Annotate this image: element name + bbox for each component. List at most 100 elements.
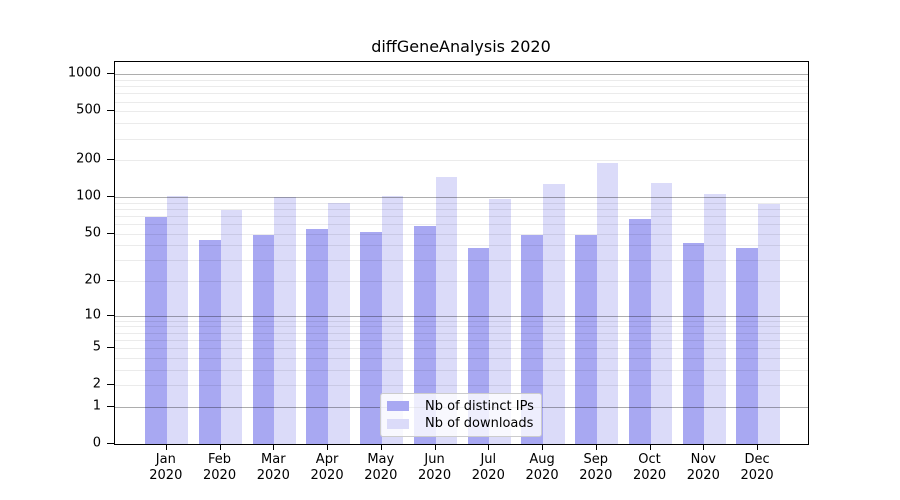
x-tick — [434, 444, 436, 450]
y-tick-label: 500 — [76, 102, 101, 118]
bar-downloads — [166, 195, 189, 444]
y-tick-label: 1 — [92, 398, 101, 414]
y-tick — [107, 73, 114, 75]
bar-downloads — [328, 203, 350, 444]
bar-downloads — [381, 195, 404, 444]
gridline-minor — [115, 138, 808, 140]
x-tick-label: Jun 2020 — [418, 452, 451, 484]
bar-distinct-ips — [521, 234, 544, 444]
gridline-minor — [115, 160, 808, 162]
x-tick-label-line: 2020 — [686, 468, 720, 483]
y-tick — [107, 196, 114, 198]
gridline-minor — [115, 86, 808, 88]
gridline-major — [115, 74, 808, 76]
x-tick-label: Mar 2020 — [257, 452, 290, 484]
y-tick-label: 200 — [76, 151, 101, 167]
bar-downloads — [435, 177, 458, 444]
bar-distinct-ips — [360, 231, 382, 444]
legend-swatch-downloads — [387, 418, 409, 429]
x-tick — [595, 444, 597, 450]
x-tick-label-line: Jan — [155, 452, 176, 467]
x-tick-label-line: 2020 — [579, 468, 613, 483]
x-tick — [757, 444, 759, 450]
x-tick-label-line: May — [367, 452, 395, 467]
gridline-minor — [115, 79, 808, 81]
bar-distinct-ips — [736, 247, 759, 444]
bar-downloads — [489, 198, 511, 444]
gridline-minor — [115, 101, 808, 103]
y-tick — [107, 280, 114, 282]
bar-distinct-ips — [252, 234, 275, 444]
legend: Nb of distinct IPs Nb of downloads — [380, 393, 542, 437]
x-tick — [488, 444, 490, 450]
x-tick-label-line: Feb — [208, 452, 232, 467]
bar-distinct-ips — [198, 240, 221, 444]
y-tick-label: 5 — [92, 339, 101, 355]
x-tick-label: Sep 2020 — [579, 452, 612, 484]
chart-title: diffGeneAnalysis 2020 — [371, 37, 551, 56]
x-tick-label: Jan 2020 — [149, 452, 182, 484]
bar-distinct-ips — [413, 225, 436, 444]
x-tick-label-line: 2020 — [203, 468, 237, 483]
bar-distinct-ips — [682, 242, 705, 444]
x-tick-label: Dec 2020 — [741, 452, 774, 484]
x-tick-label-line: Nov — [690, 452, 716, 467]
x-tick-label-line: 2020 — [471, 468, 505, 483]
x-tick — [703, 444, 705, 450]
x-tick-label-line: Apr — [315, 452, 339, 467]
x-tick-label-line: 2020 — [633, 468, 667, 483]
y-tick-label: 50 — [84, 225, 101, 241]
x-tick-label-line: 2020 — [256, 468, 290, 483]
x-tick-label: Oct 2020 — [633, 452, 666, 484]
bar-downloads — [596, 162, 619, 444]
bar-distinct-ips — [306, 228, 329, 444]
x-tick — [219, 444, 221, 450]
x-tick — [327, 444, 329, 450]
x-tick — [380, 444, 382, 450]
y-tick-label: 1000 — [67, 65, 101, 81]
x-tick — [273, 444, 275, 450]
gridline-minor — [115, 123, 808, 125]
y-tick-label: 10 — [84, 307, 101, 323]
bar-downloads — [220, 209, 243, 444]
y-tick — [107, 443, 114, 444]
bar-downloads — [758, 203, 780, 444]
x-tick-label-line: Jun — [424, 452, 445, 467]
x-tick-label-line: 2020 — [740, 468, 774, 483]
x-tick-label-line: 2020 — [149, 468, 183, 483]
x-tick-label-line: Oct — [638, 452, 661, 467]
x-tick-label-line: Dec — [744, 452, 770, 467]
x-tick-label-line: Jul — [480, 452, 497, 467]
legend-item-downloads: Nb of downloads — [381, 416, 541, 431]
x-tick-label-line: Aug — [529, 452, 555, 467]
x-tick-label: Apr 2020 — [311, 452, 344, 484]
y-tick — [107, 232, 114, 234]
legend-label-downloads: Nb of downloads — [425, 416, 534, 432]
x-tick-label: Aug 2020 — [526, 452, 559, 484]
y-tick-label: 0 — [92, 435, 101, 451]
x-tick-label: Feb 2020 — [203, 452, 236, 484]
plot-area: Nb of distinct IPs Nb of downloads — [114, 61, 809, 445]
x-tick-label: May 2020 — [364, 452, 397, 484]
x-tick — [542, 444, 544, 450]
x-tick — [165, 444, 167, 450]
x-tick-label-line: Mar — [261, 452, 286, 467]
y-tick — [107, 405, 114, 407]
y-tick — [107, 384, 114, 386]
x-tick — [649, 444, 651, 450]
x-tick-label: Jul 2020 — [472, 452, 505, 484]
x-tick-label-line: Sep — [583, 452, 609, 467]
x-tick-label: Nov 2020 — [687, 452, 720, 484]
bar-distinct-ips — [628, 219, 651, 444]
bar-downloads — [274, 197, 296, 444]
gridline-minor — [115, 93, 808, 95]
x-tick-label-line: 2020 — [525, 468, 559, 483]
y-tick — [107, 110, 114, 112]
legend-label-distinct-ips: Nb of distinct IPs — [425, 398, 534, 414]
bar-downloads — [704, 193, 726, 444]
y-tick-label: 20 — [84, 272, 101, 288]
legend-item-distinct-ips: Nb of distinct IPs — [381, 399, 541, 414]
bar-distinct-ips — [575, 234, 597, 444]
x-tick-label-line: 2020 — [364, 468, 398, 483]
